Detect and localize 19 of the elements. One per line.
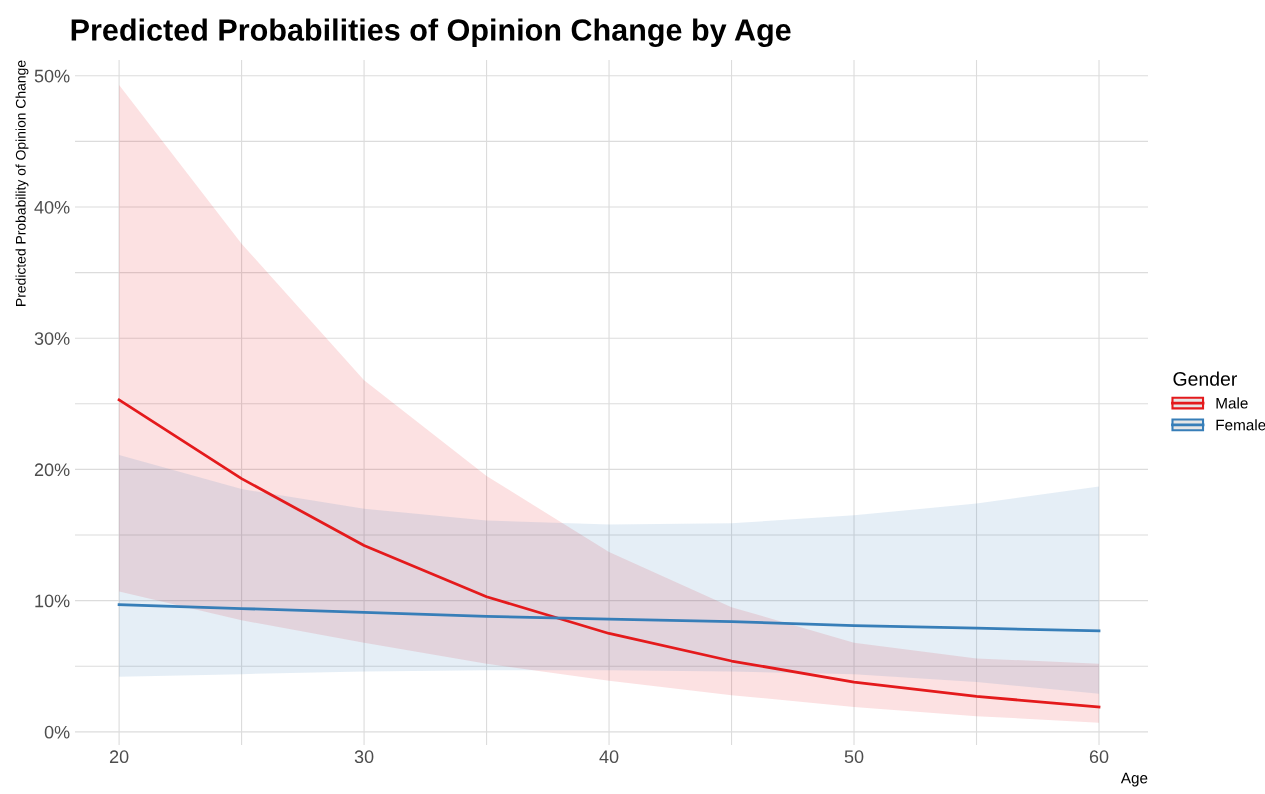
y-tick-label: 0% <box>44 725 70 739</box>
x-axis-title: Age <box>1120 772 1148 787</box>
x-tick-label: 60 <box>1089 750 1109 764</box>
y-axis-title: Predicted Probability of Opinion Change <box>15 60 29 306</box>
legend-label: Female <box>1216 419 1265 431</box>
legend-title: Gender <box>1173 371 1238 386</box>
y-tick-label: 20% <box>34 463 70 477</box>
x-tick-label: 30 <box>354 750 374 764</box>
y-tick-label: 40% <box>34 200 70 214</box>
chart-title: Predicted Probabilities of Opinion Change by Age <box>71 18 791 48</box>
x-tick-label: 50 <box>844 750 864 764</box>
y-tick-label: 30% <box>34 332 70 345</box>
y-tick-label: 10% <box>35 594 70 608</box>
line-series <box>117 398 1101 709</box>
x-tick-label: 40 <box>599 750 619 764</box>
y-tick-label: 50% <box>34 69 70 83</box>
x-tick-label: 20 <box>109 750 129 764</box>
legend-label: Male <box>1216 397 1248 409</box>
line-series <box>117 603 1101 633</box>
